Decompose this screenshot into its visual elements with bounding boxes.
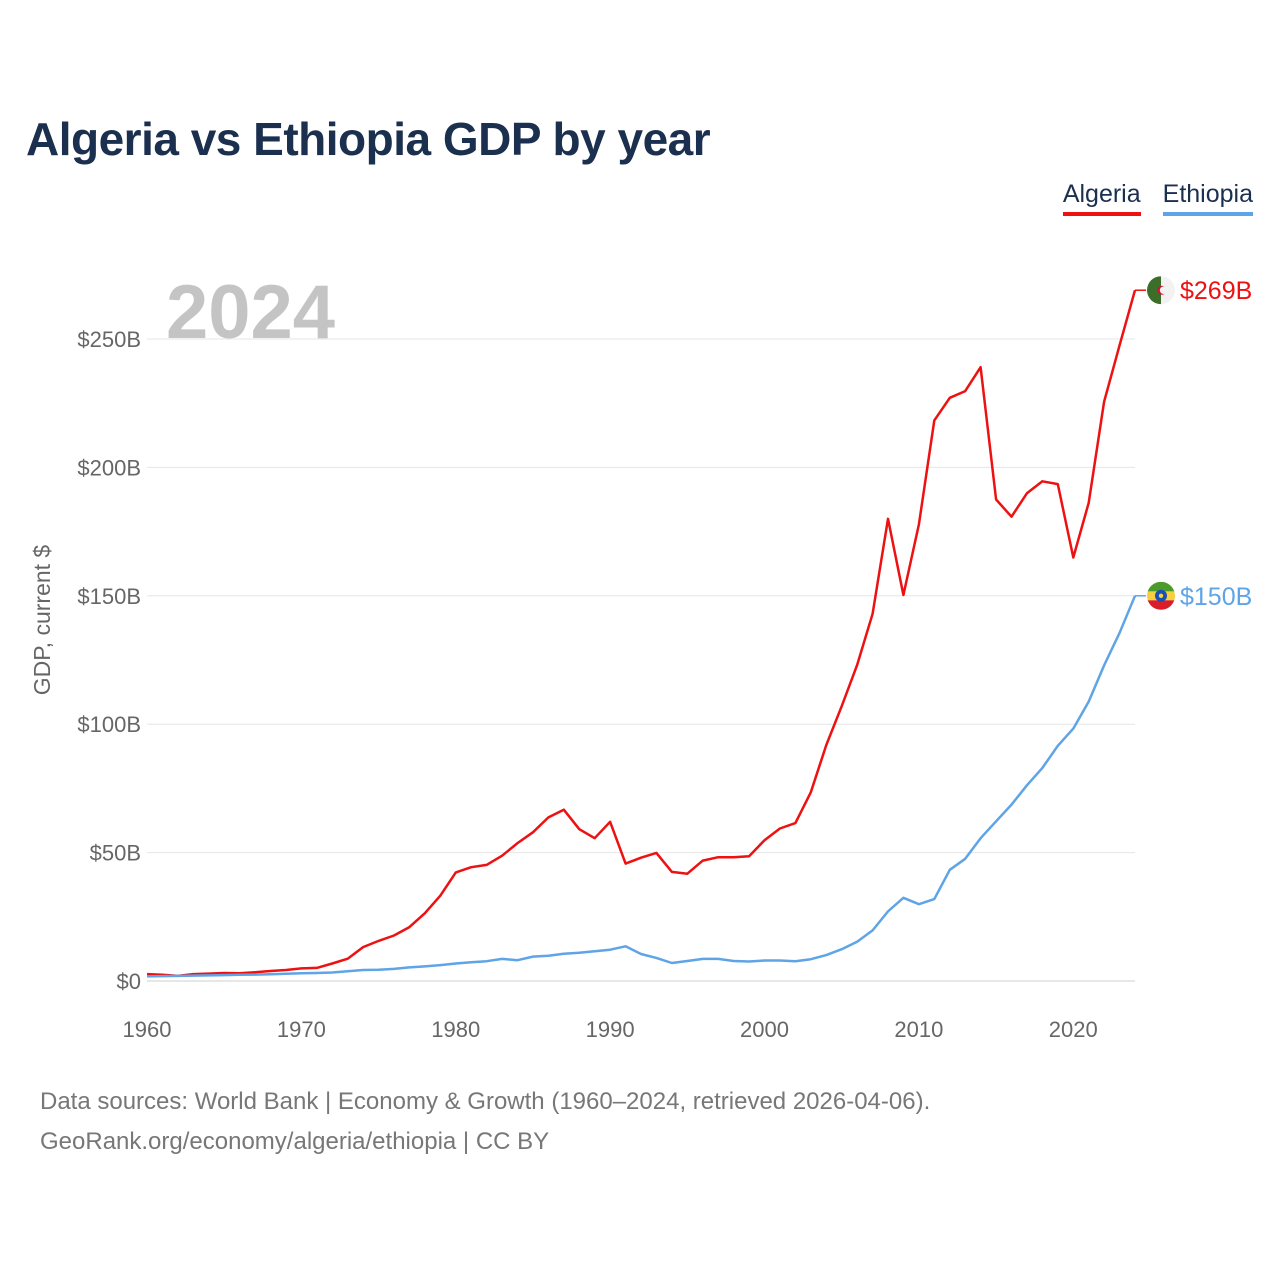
source-line-2[interactable]: GeoRank.org/economy/algeria/ethiopia | C… (40, 1128, 550, 1155)
x-axis-ticks: 1960 1970 1980 1990 2000 2010 2020 (123, 1017, 1098, 1042)
y-tick-label: $0 (117, 969, 141, 994)
x-tick-label: 2010 (894, 1017, 943, 1042)
y-tick-label: $200B (77, 455, 141, 480)
source-line-1: Data sources: World Bank | Economy & Gro… (40, 1088, 931, 1115)
chart-title: Algeria vs Ethiopia GDP by year (26, 113, 711, 165)
legend-item-algeria[interactable]: Algeria (1062, 180, 1141, 216)
x-tick-label: 1970 (277, 1017, 326, 1042)
y-tick-label: $100B (77, 712, 141, 737)
end-label-ethiopia: $150B (1180, 583, 1252, 611)
y-axis-label: GDP, current $ (29, 545, 55, 696)
y-tick-label: $50B (90, 841, 141, 866)
gridlines (147, 338, 1135, 982)
series-lines (146, 289, 1146, 978)
end-label-algeria: $269B (1180, 277, 1252, 305)
algeria-flag-icon (1147, 276, 1175, 305)
series-line-ethiopia (146, 595, 1137, 978)
year-watermark: 2024 (166, 270, 335, 355)
y-axis-ticks: $0 $50B $100B $150B $200B $250B (77, 327, 141, 994)
ethiopia-flag-icon (1147, 581, 1175, 610)
x-tick-label: 1990 (586, 1017, 635, 1042)
legend-item-ethiopia[interactable]: Ethiopia (1162, 180, 1253, 216)
y-tick-label: $250B (77, 327, 141, 352)
y-tick-label: $150B (77, 584, 141, 609)
x-tick-label: 2020 (1049, 1017, 1098, 1042)
x-tick-label: 1980 (431, 1017, 480, 1042)
series-line-algeria (146, 289, 1137, 978)
x-tick-label: 2000 (740, 1017, 789, 1042)
x-tick-label: 1960 (123, 1017, 172, 1042)
legend: Algeria Ethiopia (1062, 180, 1253, 216)
gdp-line-chart: 2024 $0 $50B $100B $150B $200B $250B 1960 1970… (29, 270, 1252, 1042)
source-note: Data sources: World Bank | Economy & Gro… (40, 1082, 930, 1162)
